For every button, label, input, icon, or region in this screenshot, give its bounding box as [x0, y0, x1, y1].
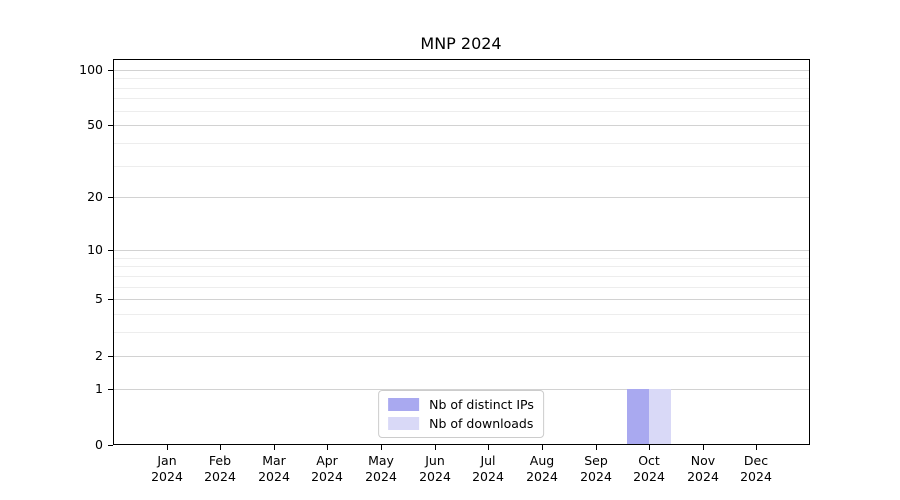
- x-tick-label: Aug 2024: [510, 453, 574, 484]
- gridline-minor: [114, 332, 809, 333]
- x-tick-month: Oct: [638, 453, 660, 468]
- gridline-major: [114, 356, 809, 357]
- x-tick-year: 2024: [365, 468, 397, 484]
- gridline-minor: [114, 111, 809, 112]
- x-tick-month: Jul: [480, 453, 496, 468]
- y-axis-tick: [108, 250, 113, 251]
- y-tick-label: 5: [95, 291, 103, 306]
- x-tick-year: 2024: [419, 468, 451, 484]
- x-axis-tick: [649, 445, 650, 450]
- legend-item-downloads: Nb of downloads: [388, 416, 534, 431]
- x-axis-tick: [542, 445, 543, 450]
- x-axis-tick: [435, 445, 436, 450]
- legend-item-distinct-ips: Nb of distinct IPs: [388, 397, 534, 412]
- x-tick-year: 2024: [526, 468, 558, 484]
- x-tick-month: Mar: [262, 453, 286, 468]
- x-axis-tick: [756, 445, 757, 450]
- gridline-minor: [114, 276, 809, 277]
- x-tick-label: Oct 2024: [617, 453, 681, 484]
- x-axis-tick: [381, 445, 382, 450]
- bar-distinct-ips: [627, 389, 649, 444]
- gridline-minor: [114, 143, 809, 144]
- x-tick-year: 2024: [633, 468, 665, 484]
- x-tick-label: May 2024: [349, 453, 413, 484]
- x-tick-month: Nov: [690, 453, 716, 468]
- gridline-minor: [114, 266, 809, 267]
- x-tick-year: 2024: [740, 468, 772, 484]
- x-tick-label: Dec 2024: [724, 453, 788, 484]
- y-tick-label: 100: [79, 62, 103, 77]
- gridline-major: [114, 250, 809, 251]
- legend: Nb of distinct IPs Nb of downloads: [378, 390, 544, 438]
- gridline-major: [114, 70, 809, 71]
- x-tick-label: Jun 2024: [403, 453, 467, 484]
- legend-label-downloads: Nb of downloads: [429, 416, 534, 431]
- bar-downloads: [649, 389, 671, 444]
- x-tick-year: 2024: [258, 468, 290, 484]
- x-tick-year: 2024: [204, 468, 236, 484]
- x-tick-month: Dec: [743, 453, 769, 468]
- x-axis-tick: [274, 445, 275, 450]
- x-tick-year: 2024: [687, 468, 719, 484]
- gridline-major: [114, 389, 809, 390]
- y-axis-tick: [108, 125, 113, 126]
- x-tick-label: Apr 2024: [295, 453, 359, 484]
- x-tick-month: Feb: [208, 453, 232, 468]
- y-axis-tick: [108, 356, 113, 357]
- y-tick-label: 20: [87, 189, 103, 204]
- x-tick-label: Sep 2024: [564, 453, 628, 484]
- legend-swatch-downloads: [388, 417, 420, 430]
- x-axis-tick: [703, 445, 704, 450]
- x-tick-label: Mar 2024: [242, 453, 306, 484]
- x-tick-label: Feb 2024: [188, 453, 252, 484]
- x-tick-month: May: [368, 453, 394, 468]
- legend-label-distinct-ips: Nb of distinct IPs: [429, 397, 534, 412]
- x-tick-year: 2024: [311, 468, 343, 484]
- x-tick-month: Jun: [425, 453, 445, 468]
- gridline-major: [114, 197, 809, 198]
- x-tick-month: Apr: [316, 453, 338, 468]
- gridline-minor: [114, 314, 809, 315]
- y-tick-label: 1: [95, 381, 103, 396]
- x-axis-tick: [220, 445, 221, 450]
- x-axis-tick: [327, 445, 328, 450]
- y-tick-label: 0: [95, 437, 103, 452]
- x-tick-year: 2024: [151, 468, 183, 484]
- y-tick-label: 50: [87, 117, 103, 132]
- x-tick-label: Jul 2024: [456, 453, 520, 484]
- gridline-minor: [114, 98, 809, 99]
- y-axis-tick: [108, 445, 113, 446]
- gridline-minor: [114, 287, 809, 288]
- x-tick-label: Nov 2024: [671, 453, 735, 484]
- y-tick-label: 10: [87, 242, 103, 257]
- x-tick-month: Aug: [529, 453, 555, 468]
- y-axis-tick: [108, 389, 113, 390]
- gridline-minor: [114, 258, 809, 259]
- chart-title: MNP 2024: [420, 34, 502, 53]
- x-tick-year: 2024: [580, 468, 612, 484]
- x-tick-month: Sep: [584, 453, 608, 468]
- x-axis-tick: [167, 445, 168, 450]
- plot-area: [113, 59, 810, 445]
- y-axis-tick: [108, 70, 113, 71]
- y-axis-tick: [108, 299, 113, 300]
- gridline-minor: [114, 88, 809, 89]
- y-tick-label: 2: [95, 348, 103, 363]
- x-axis-tick: [488, 445, 489, 450]
- gridline-minor: [114, 166, 809, 167]
- x-tick-month: Jan: [157, 453, 177, 468]
- legend-swatch-distinct-ips: [388, 398, 420, 411]
- gridline-minor: [114, 78, 809, 79]
- x-axis-tick: [596, 445, 597, 450]
- gridline-major: [114, 125, 809, 126]
- y-axis-tick: [108, 197, 113, 198]
- gridline-major: [114, 299, 809, 300]
- x-tick-label: Jan 2024: [135, 453, 199, 484]
- x-tick-year: 2024: [472, 468, 504, 484]
